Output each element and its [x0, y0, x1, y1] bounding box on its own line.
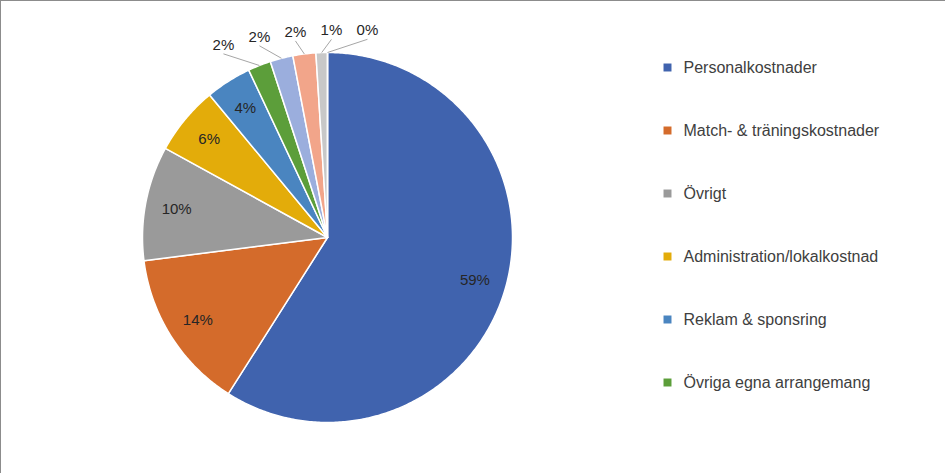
svg-text:14%: 14% [183, 311, 213, 328]
svg-text:Reklam & sponsring: Reklam & sponsring [684, 311, 827, 328]
svg-text:59%: 59% [460, 271, 490, 288]
svg-text:2%: 2% [285, 23, 307, 40]
svg-text:2%: 2% [213, 36, 235, 53]
svg-text:4%: 4% [234, 99, 256, 116]
svg-text:Övrigt: Övrigt [684, 185, 727, 202]
svg-text:10%: 10% [162, 200, 192, 217]
svg-text:Personalkostnader: Personalkostnader [684, 59, 818, 76]
svg-text:Match- & träningskostnader: Match- & träningskostnader [684, 122, 880, 139]
svg-text:Administration/lokalkostnad: Administration/lokalkostnad [684, 248, 879, 265]
svg-text:0%: 0% [357, 21, 379, 38]
svg-text:1%: 1% [321, 21, 343, 38]
svg-text:6%: 6% [198, 130, 220, 147]
svg-text:Övriga egna arrangemang: Övriga egna arrangemang [684, 374, 871, 391]
svg-text:2%: 2% [249, 28, 271, 45]
